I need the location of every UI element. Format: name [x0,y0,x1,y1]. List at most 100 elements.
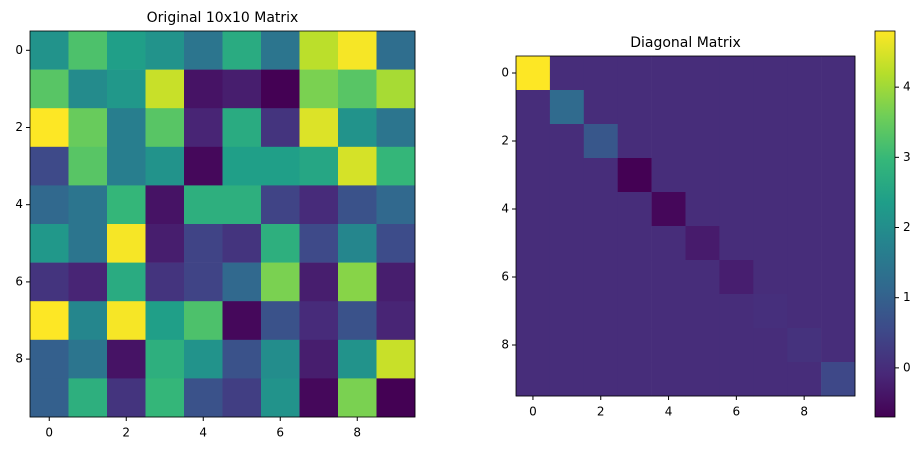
heatmap-cell [516,158,551,193]
heatmap-cell [753,260,788,295]
y-tick-label: 6 [501,270,509,284]
heatmap-cell [107,185,146,225]
heatmap-cell [261,262,300,302]
heatmap-cell [787,294,822,329]
heatmap-cell [145,301,185,341]
heatmap-cell [685,294,720,329]
heatmap-cell [222,301,262,341]
heatmap-cell [787,226,822,261]
y-tick-label: 0 [501,66,509,80]
heatmap-cell [68,185,108,225]
heatmap-cell [583,124,618,159]
heatmap-cell [651,226,686,261]
y-tick-label: 8 [501,338,509,352]
heatmap-cell [184,146,223,186]
heatmap-cell [338,262,377,302]
heatmap-cell [583,328,618,363]
heatmap-cell [617,362,652,397]
chart-title: Diagonal Matrix [630,35,741,51]
heatmap-cell [685,124,720,159]
x-tick-label: 6 [276,426,284,440]
colorbar [874,30,896,418]
heatmap-cell [299,339,339,379]
heatmap-cell [68,262,108,302]
heatmap-cell [338,185,377,225]
y-tick-label: 2 [15,120,23,134]
heatmap-cell [516,328,551,363]
heatmap-cell [299,262,339,302]
heatmap-cell [787,362,822,397]
heatmap-cell [549,362,585,397]
heatmap-cell [719,124,754,159]
heatmap-cell [30,146,69,186]
heatmap-cell [753,56,788,91]
heatmap-cell [617,124,652,159]
heatmap-cell [261,108,300,148]
heatmap-cell [516,192,551,227]
heatmap-cell [376,69,416,109]
y-tick-label: 8 [15,352,23,366]
heatmap-cell [821,294,856,329]
heatmap-cell [261,69,300,109]
heatmap-cell [145,108,185,148]
heatmap-cell [685,158,720,193]
heatmap-cell [516,226,551,261]
heatmap-cell [261,185,300,225]
heatmap-cell [753,226,788,261]
heatmap-cell [68,31,108,70]
heatmap-cell [617,226,652,261]
heatmap-cell [299,185,339,225]
heatmap-cell [549,90,585,125]
heatmap-cell [30,224,69,263]
heatmap-cell [719,294,754,329]
heatmap-cell [107,224,146,263]
heatmap-cell [30,378,69,418]
heatmap-cell [516,90,551,125]
heatmap-cell [68,224,108,263]
heatmap-cell [30,339,69,379]
heatmap-cell [821,362,856,397]
heatmap-cell [68,301,108,341]
heatmap-cell [821,56,856,91]
heatmap-cell [107,378,146,418]
heatmap-cell [651,192,686,227]
heatmap-cell [651,294,686,329]
heatmap-cell [787,192,822,227]
x-tick-label: 4 [665,405,673,419]
heatmap-cell [68,69,108,109]
heatmap-cell [651,328,686,363]
heatmap-cell [107,262,146,302]
heatmap-cell [583,192,618,227]
y-tick-label: 4 [15,197,23,211]
heatmap-cell [685,56,720,91]
heatmap-cell [583,226,618,261]
heatmap-cell [376,185,416,225]
heatmap-cell [68,339,108,379]
heatmap-cell [30,31,69,70]
plot-frame [515,55,856,397]
heatmap-cell [617,294,652,329]
heatmap-cell [821,158,856,193]
heatmap-cell [821,226,856,261]
heatmap-cell [299,378,339,418]
heatmap-cell [821,90,856,125]
heatmap-cell [583,90,618,125]
heatmap-cell [549,328,585,363]
heatmap-cell [261,31,300,70]
heatmap-cell [617,90,652,125]
heatmap-cell [821,328,856,363]
heatmap-cell [145,262,185,302]
heatmap-cell [685,260,720,295]
heatmap-cell [107,31,146,70]
heatmap-cell [107,146,146,186]
heatmap-cell [68,378,108,418]
heatmap-cell [107,108,146,148]
heatmap-cell [145,146,185,186]
heatmap-cell [753,294,788,329]
x-tick-label: 4 [199,426,207,440]
colorbar-tick-label: 3 [903,150,911,164]
heatmap-cell [821,192,856,227]
heatmap-cell [376,262,416,302]
heatmap-cell [583,56,618,91]
